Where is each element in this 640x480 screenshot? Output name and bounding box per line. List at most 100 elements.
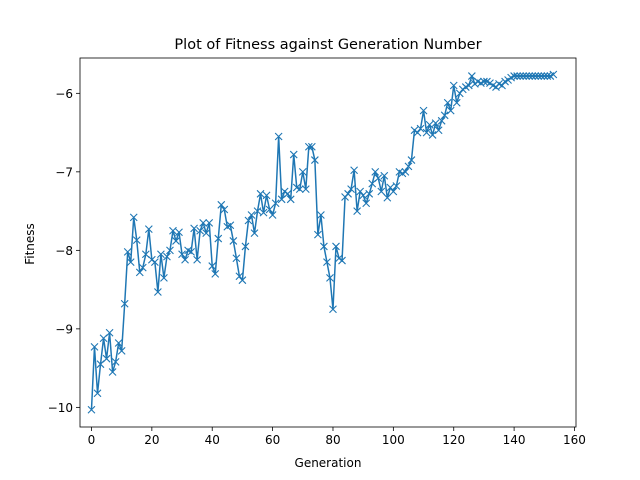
- y-tick-label: −7: [55, 165, 73, 179]
- y-axis-label: Fitness: [23, 223, 37, 265]
- x-tick-label: 120: [442, 433, 465, 447]
- data-point-marker: [425, 120, 434, 129]
- data-point-marker: [537, 72, 546, 80]
- data-point-marker: [199, 218, 208, 227]
- chart-title: Plot of Fitness against Generation Numbe…: [174, 37, 481, 53]
- x-tick-label: 160: [563, 433, 586, 447]
- y-tick-label: −10: [48, 401, 73, 415]
- data-point-marker: [150, 258, 159, 267]
- data-point-marker: [332, 242, 340, 251]
- data-point-marker: [522, 72, 531, 80]
- data-point-marker: [114, 339, 123, 347]
- data-point-marker: [123, 248, 132, 256]
- data-point-marker: [359, 191, 368, 200]
- data-point-marker: [220, 205, 229, 214]
- data-point-marker: [464, 81, 473, 90]
- data-point-marker: [449, 81, 458, 90]
- data-point-marker: [87, 405, 96, 414]
- data-point-marker: [326, 273, 334, 282]
- data-point-marker: [434, 126, 443, 135]
- data-point-marker: [105, 328, 114, 337]
- data-point-marker: [389, 187, 398, 196]
- data-point-marker: [510, 72, 519, 80]
- data-point-marker: [383, 193, 392, 202]
- data-point-marker: [259, 208, 268, 217]
- data-point-marker: [232, 254, 241, 263]
- data-point-marker: [365, 189, 374, 198]
- data-point-marker: [274, 132, 283, 141]
- data-point-marker: [543, 72, 552, 80]
- data-point-marker: [108, 368, 117, 376]
- data-point-marker: [202, 229, 211, 237]
- data-point-marker: [214, 234, 223, 243]
- data-point-marker: [289, 150, 298, 159]
- x-tick-label: 20: [144, 433, 159, 447]
- data-point-marker: [304, 142, 313, 151]
- plot-frame: [79, 57, 577, 428]
- data-point-marker: [374, 174, 383, 183]
- data-point-marker: [295, 185, 304, 194]
- data-point-marker: [211, 270, 220, 278]
- data-point-marker: [247, 211, 256, 219]
- x-axis: 0 20 40 60 80 100 120 140 160: [88, 427, 586, 447]
- data-point-marker: [132, 236, 141, 245]
- data-point-marker: [516, 72, 525, 80]
- series-line: [90, 73, 554, 410]
- data-point-marker: [347, 185, 355, 194]
- data-point-marker: [540, 72, 549, 80]
- data-point-marker: [175, 228, 183, 237]
- data-point-marker: [241, 242, 250, 251]
- data-point-marker: [440, 111, 449, 120]
- y-axis: −10 −9 −8 −7 −6: [48, 87, 80, 415]
- data-point-marker: [480, 77, 488, 86]
- data-point-marker: [256, 189, 265, 198]
- data-point-marker: [350, 166, 359, 175]
- data-point-marker: [265, 205, 274, 214]
- data-point-marker: [443, 98, 452, 107]
- x-tick-label: 40: [205, 433, 220, 447]
- data-point-marker: [455, 89, 464, 98]
- data-point-marker: [120, 299, 129, 308]
- data-point-marker: [102, 354, 111, 363]
- data-point-marker: [135, 268, 144, 277]
- data-point-marker: [90, 343, 99, 351]
- data-point-marker: [169, 226, 177, 235]
- data-point-marker: [117, 346, 126, 355]
- data-point-marker: [313, 230, 322, 239]
- data-point-marker: [310, 156, 319, 164]
- data-point-marker: [371, 167, 380, 176]
- x-axis-label: Generation: [295, 456, 362, 470]
- x-tick-label: 100: [382, 433, 405, 447]
- data-point-marker: [250, 229, 259, 237]
- x-tick-label: 60: [265, 433, 280, 447]
- data-point-marker: [377, 187, 386, 196]
- y-tick-label: −6: [55, 87, 73, 101]
- data-point-marker: [190, 224, 199, 233]
- data-point-marker: [208, 262, 217, 270]
- data-point-marker: [407, 156, 416, 164]
- data-point-marker: [172, 237, 180, 245]
- data-point-marker: [181, 255, 189, 264]
- data-point-marker: [178, 250, 186, 259]
- data-point-marker: [193, 255, 202, 264]
- data-point-marker: [549, 70, 558, 79]
- data-point-marker: [528, 72, 537, 80]
- data-point-marker: [144, 225, 153, 234]
- data-point-marker: [353, 207, 362, 215]
- x-tick-label: 140: [503, 433, 526, 447]
- data-point-marker: [268, 211, 277, 219]
- data-point-marker: [286, 195, 295, 204]
- data-point-marker: [163, 252, 171, 261]
- plot-area: [79, 57, 577, 428]
- data-point-marker: [235, 272, 244, 281]
- x-tick-label: 0: [88, 433, 96, 447]
- data-point-marker: [428, 131, 437, 139]
- data-point-marker: [452, 98, 461, 107]
- data-point-marker: [244, 216, 253, 225]
- data-point-marker: [380, 171, 389, 180]
- data-point-marker: [226, 221, 235, 230]
- data-point-marker: [419, 106, 428, 115]
- data-point-marker: [534, 72, 543, 80]
- data-point-marker: [329, 305, 337, 314]
